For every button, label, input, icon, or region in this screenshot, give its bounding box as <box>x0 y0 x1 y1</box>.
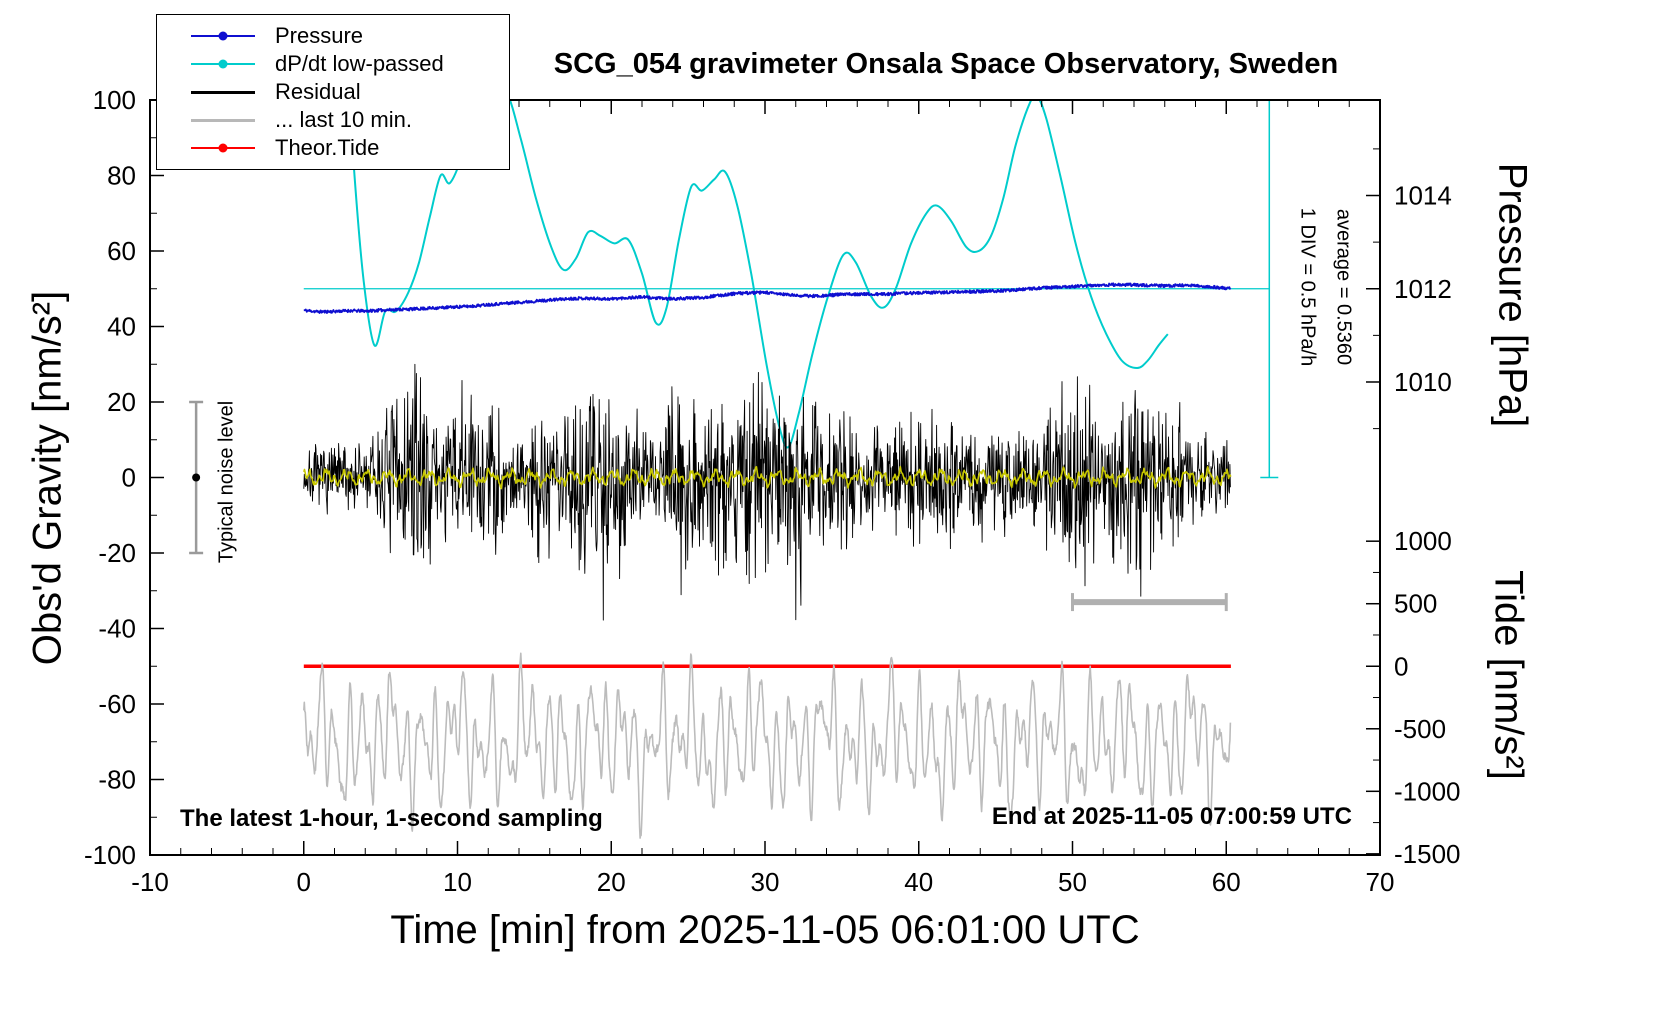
svg-text:20: 20 <box>597 867 626 897</box>
legend-item-dpdt: dP/dt low-passed <box>157 50 509 78</box>
legend-label: Pressure <box>275 23 364 48</box>
series-group <box>303 100 1270 839</box>
legend-item-residual: Residual <box>157 78 509 106</box>
svg-text:-1000: -1000 <box>1394 776 1461 806</box>
end-time-note: End at 2025-11-05 07:00:59 UTC <box>991 803 1352 830</box>
series-last10 <box>303 652 1232 839</box>
annotations-group <box>189 99 1279 612</box>
legend-line-sample <box>191 30 255 42</box>
tide-axis-label: Tide [nm/s²] <box>1486 570 1531 780</box>
svg-text:500: 500 <box>1394 589 1437 619</box>
legend-line-sample <box>191 86 255 98</box>
svg-text:1012: 1012 <box>1394 274 1452 304</box>
svg-text:70: 70 <box>1366 867 1395 897</box>
svg-text:10: 10 <box>443 867 472 897</box>
legend-item-theortide: Theor.Tide <box>157 134 509 162</box>
svg-text:-40: -40 <box>98 614 136 644</box>
svg-text:30: 30 <box>751 867 780 897</box>
svg-text:-60: -60 <box>98 689 136 719</box>
svg-text:0: 0 <box>297 867 311 897</box>
svg-text:-80: -80 <box>98 765 136 795</box>
svg-text:20: 20 <box>107 387 136 417</box>
svg-text:-10: -10 <box>131 867 169 897</box>
legend: Pressure dP/dt low-passed Residual ... l… <box>156 14 510 170</box>
series-dpdt <box>348 100 1169 449</box>
legend-line-sample <box>191 58 255 70</box>
svg-text:0: 0 <box>122 463 136 493</box>
sampling-note: The latest 1-hour, 1-second sampling <box>180 805 603 832</box>
svg-text:60: 60 <box>107 236 136 266</box>
svg-text:1000: 1000 <box>1394 526 1452 556</box>
svg-text:1010: 1010 <box>1394 367 1452 397</box>
legend-line-sample <box>191 142 255 154</box>
x-axis-label: Time [min] from 2025-11-05 06:01:00 UTC <box>390 908 1140 952</box>
pressure-axis-label: Pressure [hPa] <box>1490 162 1535 428</box>
svg-text:1014: 1014 <box>1394 181 1452 211</box>
svg-text:-20: -20 <box>98 538 136 568</box>
average-label: average = 0.5360 <box>1332 208 1355 366</box>
svg-text:-1500: -1500 <box>1394 839 1461 869</box>
noise-level-dot <box>192 473 201 482</box>
svg-text:80: 80 <box>107 161 136 191</box>
svg-text:100: 100 <box>93 85 136 115</box>
svg-text:0: 0 <box>1394 651 1408 681</box>
noise-level-label: Typical noise level <box>215 400 238 564</box>
legend-item-last10: ... last 10 min. <box>157 106 509 134</box>
legend-label: ... last 10 min. <box>275 107 412 132</box>
legend-line-sample <box>191 114 255 126</box>
legend-label: Residual <box>275 79 361 104</box>
svg-text:-500: -500 <box>1394 714 1446 744</box>
y-axis-label: Obs'd Gravity [nm/s²] <box>25 290 70 666</box>
chart-title: SCG_054 gravimeter Onsala Space Observat… <box>553 48 1339 80</box>
legend-label: dP/dt low-passed <box>275 51 444 76</box>
series-pressure <box>303 282 1232 314</box>
svg-text:60: 60 <box>1212 867 1241 897</box>
div-scale-label: 1 DIV = 0.5 hPa/h <box>1296 207 1319 367</box>
axes-group: -10 0 10 20 30 40 50 60 70-100-80-60-40-20020406… <box>84 85 1461 897</box>
svg-text:-100: -100 <box>84 840 136 870</box>
legend-item-pressure: Pressure <box>157 22 509 50</box>
svg-text:40: 40 <box>904 867 933 897</box>
svg-text:50: 50 <box>1058 867 1087 897</box>
svg-text:40: 40 <box>107 312 136 342</box>
series-residual <box>303 363 1231 621</box>
series-residual-lowpass <box>303 465 1232 490</box>
legend-label: Theor.Tide <box>275 135 380 160</box>
